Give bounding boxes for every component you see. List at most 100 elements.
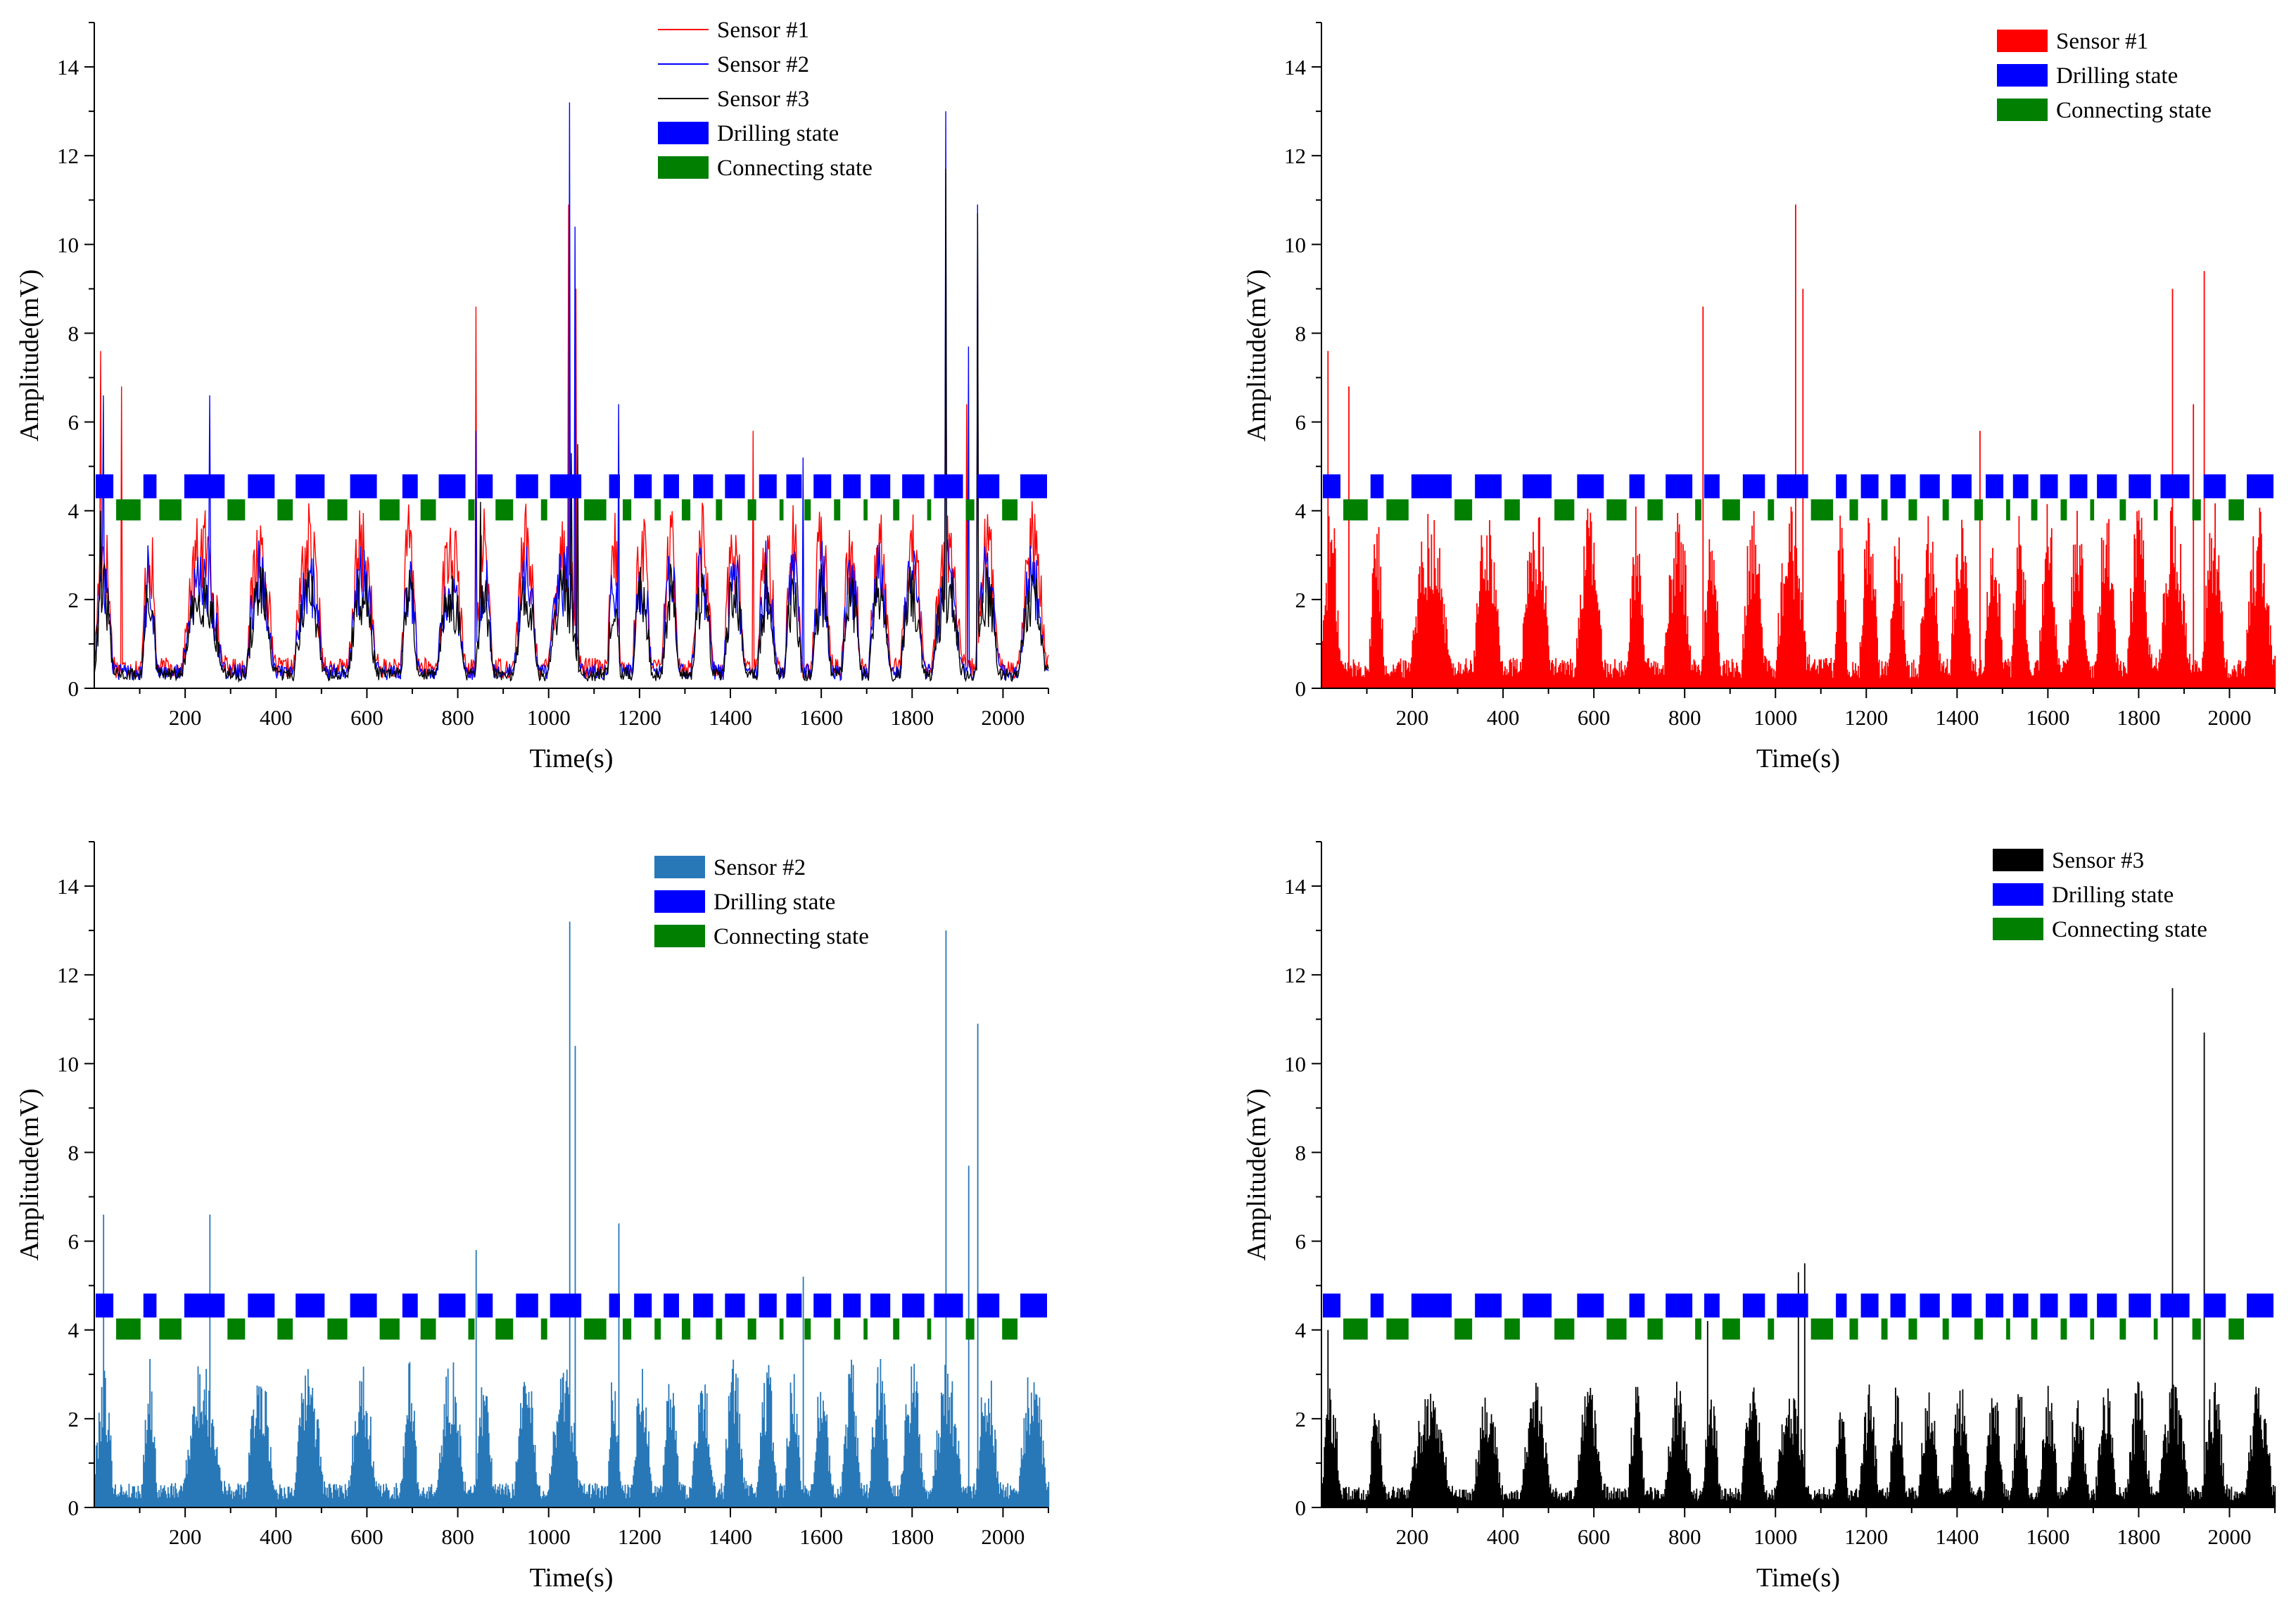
bar: [799, 1457, 801, 1507]
bar: [1419, 1432, 1421, 1507]
bar: [1938, 660, 1940, 688]
bar: [2100, 1455, 2102, 1507]
bar: [1454, 1492, 1456, 1507]
bar: [497, 1486, 499, 1507]
bar: [795, 1434, 797, 1507]
bar: [2140, 1391, 2143, 1507]
bar: [842, 1472, 843, 1507]
bar: [1849, 676, 1851, 688]
bar: [1324, 1447, 1326, 1507]
bar: [94, 1474, 96, 1507]
bar: [1427, 1399, 1429, 1507]
bar: [2183, 1443, 2186, 1507]
bar: [1488, 590, 1490, 688]
bar: [916, 1381, 918, 1507]
bar: [2157, 671, 2159, 688]
series-line-sensor2: [94, 102, 1049, 681]
bar: [2209, 533, 2211, 688]
bar: [1528, 1428, 1530, 1507]
bar: [2156, 1491, 2158, 1507]
bar: [2062, 661, 2065, 688]
legend-swatch: [658, 122, 709, 144]
bar: [1039, 1397, 1041, 1507]
bar: [699, 1393, 702, 1507]
bar: [1993, 1407, 1995, 1507]
bar: [1820, 659, 1822, 688]
bar: [1549, 670, 1552, 688]
bar: [2175, 589, 2177, 688]
bar: [1445, 617, 1447, 688]
bar: [424, 1493, 425, 1507]
bar: [1449, 1489, 1451, 1507]
bar: [1457, 1497, 1459, 1507]
bar: [960, 1487, 963, 1507]
bar: [1726, 1500, 1727, 1507]
bar: [2174, 1429, 2175, 1507]
bar: [2249, 1461, 2251, 1507]
x-tick-label: 600: [350, 705, 383, 730]
bar: [2185, 1469, 2187, 1507]
connecting-segment: [1810, 1318, 1834, 1340]
bar: [2071, 1462, 2073, 1507]
bar: [194, 1424, 196, 1507]
bar: [895, 1496, 897, 1507]
bar: [172, 1486, 175, 1507]
bar: [742, 1483, 744, 1507]
bar: [886, 1439, 888, 1507]
bar: [1634, 1417, 1636, 1507]
bar: [2269, 1466, 2271, 1507]
bar: [1999, 593, 2001, 688]
bar: [1008, 1495, 1010, 1507]
bar: [1827, 666, 1829, 688]
bar: [1442, 597, 1443, 688]
bar: [1874, 1466, 1876, 1507]
bar: [709, 1457, 711, 1507]
bar: [748, 1496, 749, 1507]
bar: [2231, 1500, 2233, 1507]
bar: [685, 1499, 687, 1507]
bar: [602, 1498, 604, 1507]
bar: [1046, 1490, 1048, 1507]
bar: [1435, 1439, 1437, 1507]
bar: [2096, 654, 2098, 688]
bar: [1822, 1499, 1824, 1507]
bar: [590, 1498, 592, 1507]
bar: [1402, 1487, 1404, 1507]
bar: [645, 1407, 647, 1507]
bar: [483, 1395, 484, 1507]
connecting-segment: [2006, 1318, 2010, 1340]
bar: [246, 1491, 247, 1507]
bar: [838, 1494, 839, 1507]
bar: [761, 1436, 763, 1507]
y-tick-label: 0: [1295, 1496, 1307, 1520]
bar: [1846, 1487, 1848, 1507]
bar: [1656, 1494, 1658, 1507]
bar: [1000, 1482, 1001, 1507]
bar: [1567, 1492, 1568, 1507]
bar: [1599, 625, 1602, 688]
bar: [2065, 1488, 2067, 1507]
bar: [1769, 666, 1771, 688]
bar: [792, 1413, 793, 1507]
bar: [1998, 583, 2000, 688]
x-axis-title: Time(s): [1756, 744, 1840, 773]
connecting-segment: [2119, 1318, 2126, 1340]
bar: [1612, 669, 1614, 688]
bar: [2202, 1486, 2203, 1507]
bar: [2186, 657, 2188, 688]
x-tick-label: 600: [1578, 1524, 1611, 1549]
bar: [518, 1436, 520, 1507]
bar: [1028, 1408, 1029, 1507]
bar: [165, 1493, 167, 1507]
bar: [305, 1375, 306, 1507]
bar: [2078, 1443, 2080, 1507]
bar: [1923, 1453, 1924, 1507]
bar: [253, 1438, 255, 1507]
bar: [1890, 619, 1892, 688]
bar: [409, 1362, 411, 1507]
series-bars-sensor1: [1321, 204, 2276, 689]
bar: [1464, 664, 1466, 688]
bar: [1996, 602, 1998, 688]
bar: [1367, 669, 1369, 688]
bar: [1951, 633, 1953, 688]
